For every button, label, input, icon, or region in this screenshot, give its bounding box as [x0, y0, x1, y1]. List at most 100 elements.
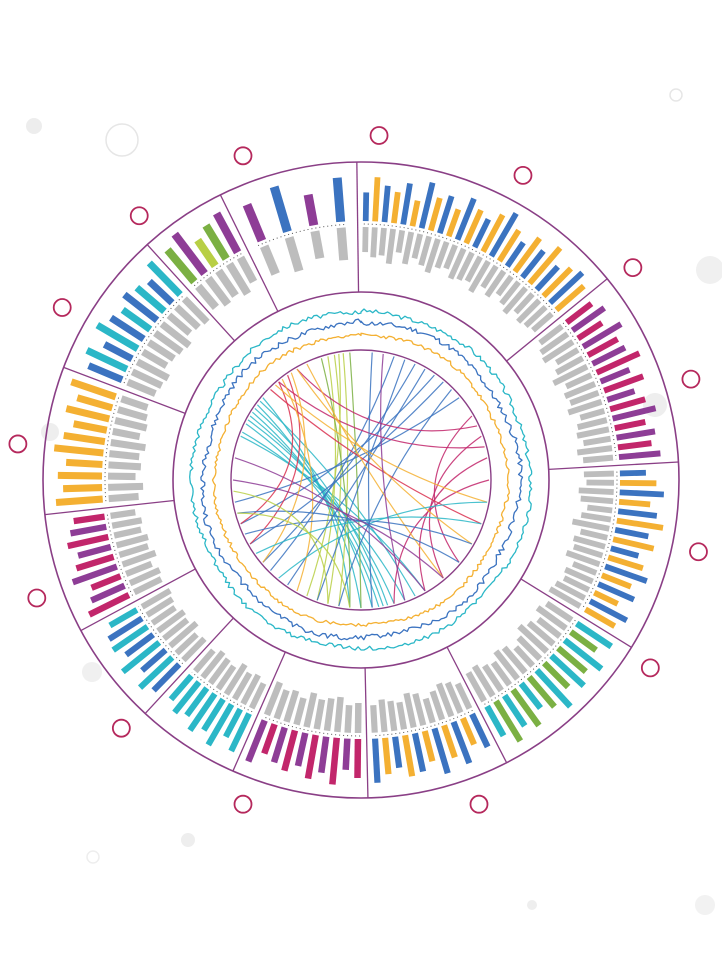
bar-inner [181, 636, 207, 663]
bar-outer [610, 545, 640, 559]
bar-outer [526, 674, 557, 709]
link-chord [241, 431, 406, 601]
bar-outer [421, 730, 436, 763]
bar-outer [583, 606, 617, 629]
segment-seg-5 [370, 681, 491, 783]
bar-inner [112, 427, 141, 441]
bar-outer [534, 668, 573, 709]
marker-dot [513, 165, 533, 185]
bar-inner [454, 682, 473, 710]
bar-inner [156, 609, 186, 634]
background-dot [82, 662, 102, 682]
link-chord [316, 359, 406, 601]
link-chord [428, 435, 482, 579]
bar-baseline [191, 671, 253, 713]
bar-outer [607, 554, 644, 572]
bar-outer [591, 344, 627, 367]
inner-ring [172, 291, 550, 669]
bar-outer [597, 581, 636, 603]
bar-inner [538, 323, 564, 346]
bar-outer [614, 527, 649, 540]
bar-inner [108, 482, 144, 491]
bar-outer [184, 686, 210, 718]
bar-outer [611, 405, 657, 422]
segment-seg-6 [245, 681, 362, 785]
bar-outer [134, 284, 167, 315]
bar-inner [146, 339, 176, 362]
bar-inner [200, 650, 226, 680]
background-dot [105, 123, 139, 157]
bar-inner [370, 704, 378, 733]
bar-outer [70, 378, 117, 401]
background-dot [26, 118, 42, 134]
background-dot [181, 833, 195, 847]
bar-outer [63, 484, 103, 493]
bar-outer [329, 737, 340, 785]
bar-outer [87, 592, 131, 618]
bar-inner [576, 426, 610, 439]
bar-outer [77, 543, 112, 559]
background-dot [696, 256, 722, 284]
bar-inner [401, 231, 415, 265]
background-dot [527, 900, 537, 910]
bar-outer [618, 498, 651, 508]
bar-inner [162, 617, 190, 642]
bar-inner [586, 479, 615, 486]
bar-inner [114, 416, 148, 432]
bar-inner [378, 227, 387, 256]
bar-inner [536, 616, 562, 639]
bar-inner [484, 269, 507, 298]
segment-seg-7 [168, 648, 267, 753]
bar-inner [571, 561, 598, 576]
link-chord [240, 381, 294, 525]
marker-dot [233, 146, 253, 166]
link-chord [338, 353, 349, 607]
bar-outer [171, 231, 208, 276]
bar-inner [323, 698, 335, 732]
link-chord [327, 354, 342, 604]
bar-outer [201, 697, 226, 732]
bar-outer [354, 738, 362, 779]
link-chord [270, 389, 482, 525]
segment-divider [44, 499, 175, 516]
bar-outer [472, 217, 491, 249]
bar-outer [617, 440, 652, 451]
bar-inner [465, 671, 487, 703]
bar-outer [445, 208, 462, 238]
bar-inner [334, 696, 344, 733]
segment-divider [80, 568, 196, 632]
link-chord [233, 490, 329, 604]
bar-inner [499, 280, 521, 306]
bar-outer [87, 362, 124, 383]
bar-inner [193, 648, 216, 674]
bar-outer [63, 431, 106, 446]
bar-outer [562, 637, 604, 672]
bar-inner [569, 389, 600, 406]
bar-inner [118, 543, 149, 559]
bar-inner [231, 671, 253, 701]
bar-inner [572, 535, 606, 550]
bar-inner [293, 697, 307, 726]
bar-outer [576, 320, 604, 342]
bar-outer [510, 687, 542, 728]
segment-seg-11 [85, 260, 210, 397]
link-chord [275, 384, 488, 503]
bar-inner [582, 454, 614, 464]
bar-outer [108, 607, 139, 629]
bar-outer [172, 680, 202, 715]
link-chord [296, 368, 478, 432]
bar-inner [572, 543, 604, 559]
bar-inner [434, 240, 450, 269]
bar-outer [342, 738, 351, 770]
bar-outer [151, 662, 182, 693]
bar-outer [392, 736, 403, 769]
bar-outer [599, 366, 631, 385]
bar-baseline [257, 223, 347, 247]
bar-outer [549, 653, 586, 688]
bar-outer [619, 479, 657, 487]
bar-outer [600, 572, 632, 590]
bar-baseline [581, 471, 618, 610]
link-chord [278, 381, 485, 449]
bar-outer [53, 444, 104, 457]
bar-inner [283, 689, 300, 723]
